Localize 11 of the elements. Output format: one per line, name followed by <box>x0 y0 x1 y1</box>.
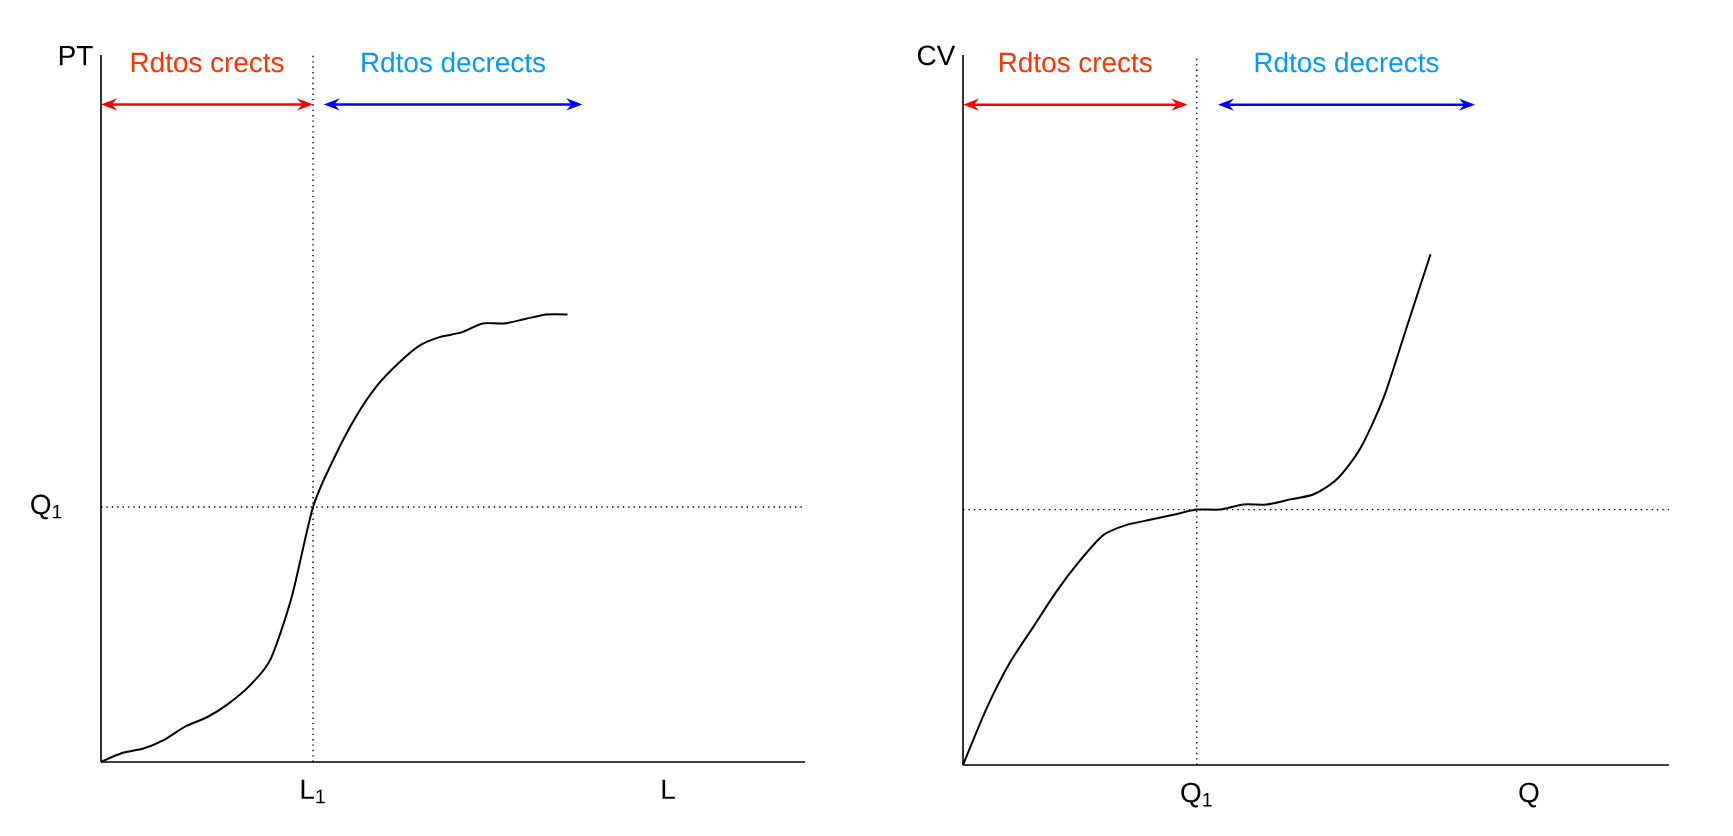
text: Q$_{1}$ <box>1181 782 1212 808</box>
ref-line-label: Q$_{1}$ <box>31 494 62 520</box>
text: Rdtos crects <box>1000 51 1152 73</box>
x-axis-title: Q <box>1519 782 1539 808</box>
y-axis-title: CV <box>917 45 956 66</box>
text: L$_{1}$ <box>301 779 325 804</box>
text: Rdtos crects <box>131 51 284 73</box>
text: Rdtos decrects <box>1255 51 1439 73</box>
x-axis-title: L <box>662 779 675 799</box>
text: Rdtos decrects <box>362 51 545 73</box>
y-axis-title: PT <box>59 46 93 66</box>
